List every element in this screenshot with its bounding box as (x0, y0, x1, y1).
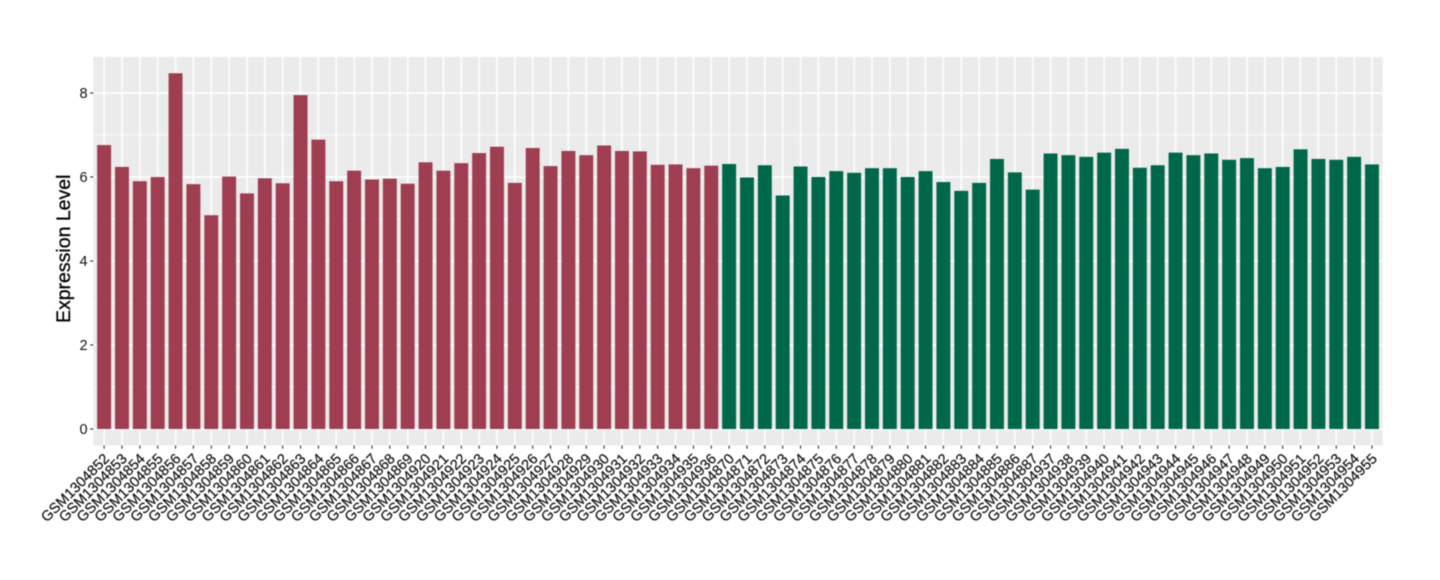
svg-text:8: 8 (80, 86, 88, 102)
svg-text:0: 0 (80, 422, 88, 438)
svg-text:2: 2 (80, 338, 88, 354)
svg-text:Expression Level: Expression Level (53, 175, 75, 323)
svg-text:4: 4 (80, 254, 88, 270)
svg-text:6: 6 (80, 170, 88, 186)
